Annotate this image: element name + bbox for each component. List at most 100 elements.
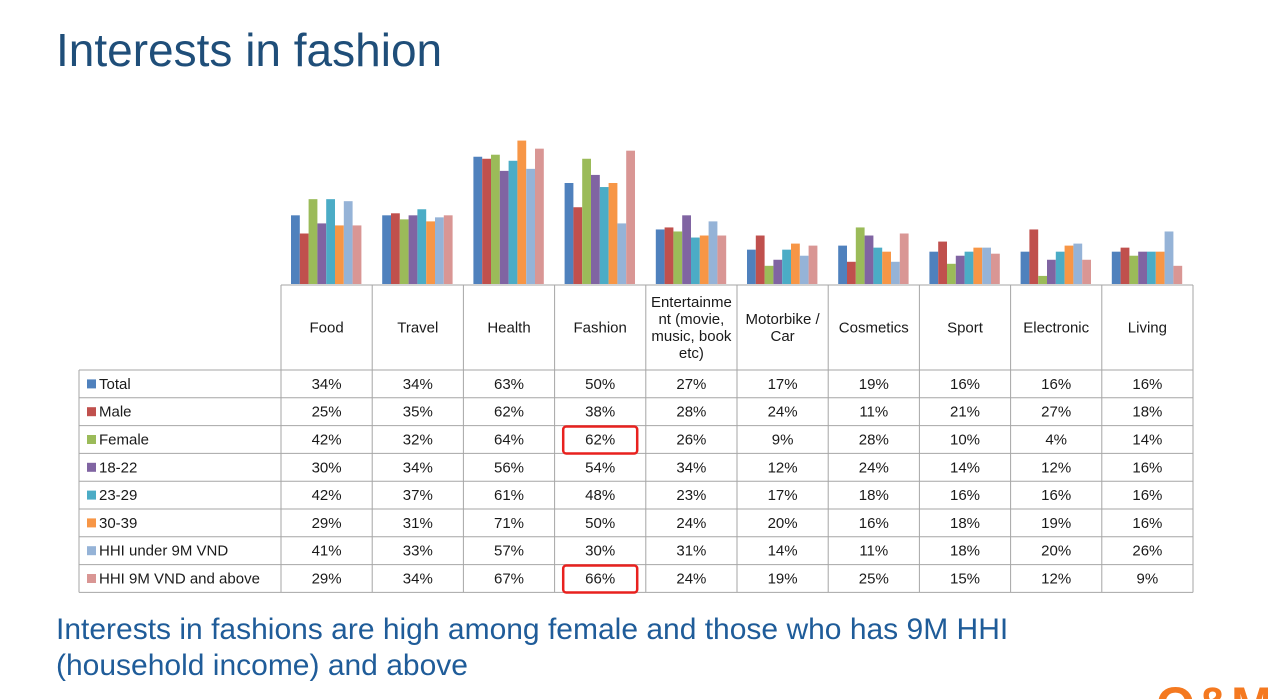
legend-label-total: Total <box>99 376 131 393</box>
legend-key-30-39 <box>87 518 96 528</box>
data-label-23-29-sport: 16% <box>950 487 980 504</box>
data-label-18-22-cosmetics: 24% <box>859 459 889 476</box>
data-label-male-motorbike-car: 24% <box>768 404 798 421</box>
bar-30-39-food <box>335 225 344 284</box>
data-label-23-29-entertainme-nt-movie-music-book-etc: 23% <box>676 487 706 504</box>
data-label-hhi-9m-vnd-and-above-entertainme-nt-movie-music-book-etc: 24% <box>676 571 706 588</box>
data-label-18-22-electronic: 12% <box>1041 459 1071 476</box>
legend-label-male: Male <box>99 404 132 421</box>
data-label-hhi-under-9m-vnd-health: 57% <box>494 543 524 560</box>
bar-hhi-under-9m-vnd-food <box>343 201 353 284</box>
bar-hhi-under-9m-vnd-electronic <box>1073 243 1083 284</box>
data-label-18-22-health: 56% <box>494 459 524 476</box>
bar-23-29-motorbike-car <box>782 249 791 284</box>
legend-label-18-22: 18-22 <box>99 459 137 476</box>
category-label-fashion: Fashion <box>574 320 627 337</box>
data-label-male-sport: 21% <box>950 404 980 421</box>
bar-male-motorbike-car <box>755 235 765 284</box>
bar-female-health <box>491 154 500 284</box>
data-label-male-health: 62% <box>494 404 524 421</box>
data-label-30-39-travel: 31% <box>403 515 433 532</box>
data-label-30-39-health: 71% <box>494 515 524 532</box>
data-label-total-cosmetics: 19% <box>859 376 889 393</box>
bar-30-39-electronic <box>1064 245 1074 284</box>
bar-total-health <box>473 156 483 284</box>
data-label-18-22-motorbike-car: 12% <box>768 459 798 476</box>
data-label-total-entertainme-nt-movie-music-book-etc: 27% <box>676 376 706 393</box>
bar-hhi-under-9m-vnd-fashion <box>617 223 627 284</box>
bar-23-29-entertainme-nt-movie-music-book-etc <box>691 237 700 284</box>
bar-23-29-sport <box>964 251 974 284</box>
data-label-female-fashion: 62% <box>585 432 615 449</box>
data-label-30-39-entertainme-nt-movie-music-book-etc: 24% <box>676 515 706 532</box>
bar-23-29-fashion <box>599 187 609 284</box>
data-label-hhi-9m-vnd-and-above-living: 9% <box>1137 571 1159 588</box>
legend-key-18-22 <box>87 462 96 472</box>
bar-30-39-cosmetics <box>882 251 891 284</box>
data-label-hhi-9m-vnd-and-above-cosmetics: 25% <box>859 571 889 588</box>
bar-total-fashion <box>564 183 574 284</box>
data-label-23-29-food: 42% <box>312 487 342 504</box>
data-label-23-29-fashion: 48% <box>585 487 615 504</box>
legend-label-hhi-under-9m-vnd: HHI under 9M VND <box>99 543 228 560</box>
data-label-18-22-food: 30% <box>312 459 342 476</box>
data-label-18-22-living: 16% <box>1132 459 1162 476</box>
bar-23-29-living <box>1147 251 1156 284</box>
data-label-30-39-living: 16% <box>1132 515 1162 532</box>
category-label-health: Health <box>487 320 530 337</box>
data-label-30-39-motorbike-car: 20% <box>768 515 798 532</box>
category-label-cosmetics: Cosmetics <box>839 320 909 337</box>
data-label-male-entertainme-nt-movie-music-book-etc: 28% <box>676 404 706 421</box>
data-label-hhi-9m-vnd-and-above-health: 67% <box>494 571 524 588</box>
bar-hhi-9m-vnd-and-above-sport <box>991 253 1000 284</box>
bar-male-cosmetics <box>847 261 856 284</box>
bar-18-22-motorbike-car <box>773 259 783 284</box>
bar-male-entertainme-nt-movie-music-book-etc <box>664 227 674 284</box>
data-label-hhi-under-9m-vnd-food: 41% <box>312 543 342 560</box>
bar-23-29-cosmetics <box>873 247 883 284</box>
data-label-male-electronic: 27% <box>1041 404 1071 421</box>
data-label-male-fashion: 38% <box>585 404 615 421</box>
bar-18-22-living <box>1138 251 1147 284</box>
bar-hhi-9m-vnd-and-above-fashion <box>626 150 635 284</box>
bar-total-food <box>291 215 300 284</box>
data-label-female-cosmetics: 28% <box>859 432 889 449</box>
bar-male-health <box>482 158 491 284</box>
bar-total-sport <box>929 251 939 284</box>
bar-23-29-health <box>508 160 518 284</box>
data-label-total-fashion: 50% <box>585 376 615 393</box>
data-label-hhi-9m-vnd-and-above-electronic: 12% <box>1041 571 1071 588</box>
legend-key-female <box>87 435 96 444</box>
data-label-female-living: 14% <box>1132 432 1162 449</box>
bar-female-motorbike-car <box>764 265 774 284</box>
bar-30-39-fashion <box>608 183 618 284</box>
category-label-sport: Sport <box>947 320 984 337</box>
category-label-electronic: Electronic <box>1023 320 1089 337</box>
data-label-23-29-electronic: 16% <box>1041 487 1071 504</box>
bar-male-travel <box>391 213 400 284</box>
bar-male-sport <box>938 241 947 284</box>
data-label-male-cosmetics: 11% <box>859 404 888 421</box>
bar-male-food <box>299 233 309 284</box>
bar-hhi-under-9m-vnd-motorbike-car <box>799 255 809 284</box>
legend-label-hhi-9m-vnd-and-above: HHI 9M VND and above <box>99 571 260 588</box>
legend-label-30-39: 30-39 <box>99 515 137 532</box>
data-label-30-39-food: 29% <box>312 515 342 532</box>
bar-18-22-food <box>317 223 327 284</box>
bar-hhi-9m-vnd-and-above-entertainme-nt-movie-music-book-etc <box>717 235 727 284</box>
category-label-motorbike-car: Motorbike / <box>745 311 820 328</box>
company-logo: Q&M <box>1150 670 1268 699</box>
data-label-female-food: 42% <box>312 432 342 449</box>
bar-male-fashion <box>573 207 583 284</box>
data-label-total-travel: 34% <box>403 376 433 393</box>
bar-total-travel <box>382 215 391 284</box>
data-label-30-39-cosmetics: 16% <box>859 515 889 532</box>
category-label-motorbike-car: Car <box>771 328 795 345</box>
legend-label-23-29: 23-29 <box>99 487 137 504</box>
bar-23-29-travel <box>417 209 427 284</box>
data-label-30-39-fashion: 50% <box>585 515 615 532</box>
bar-hhi-under-9m-vnd-entertainme-nt-movie-music-book-etc <box>708 221 718 284</box>
bar-male-living <box>1120 247 1130 284</box>
category-label-food: Food <box>309 320 343 337</box>
data-label-23-29-travel: 37% <box>403 487 433 504</box>
